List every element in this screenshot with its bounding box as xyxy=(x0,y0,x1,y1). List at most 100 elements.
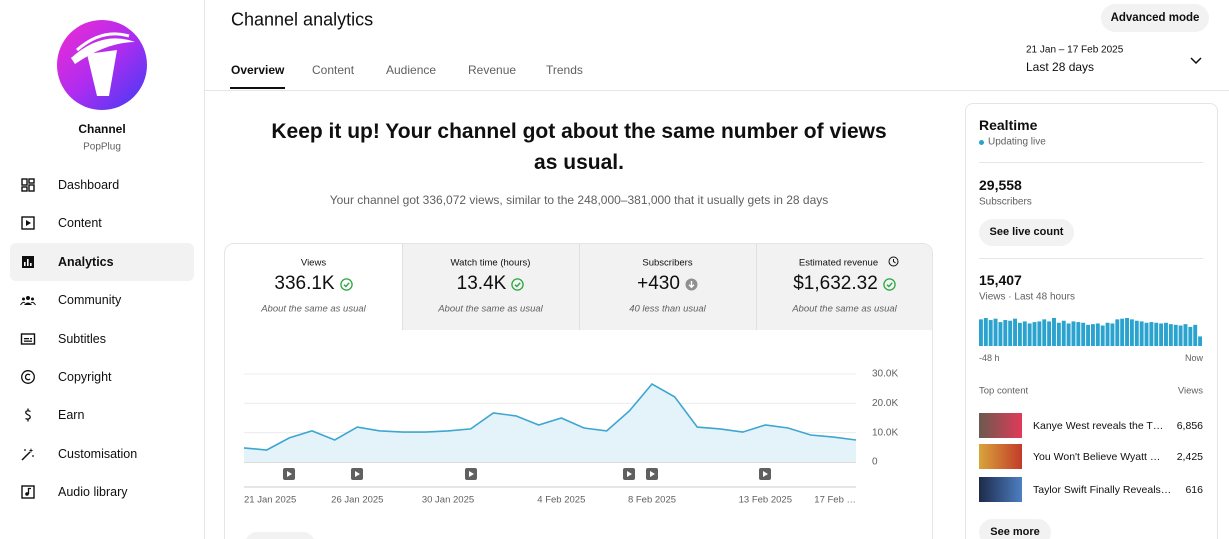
page-title: Channel analytics xyxy=(231,9,374,30)
metric-value: 336.1K xyxy=(274,273,335,294)
bar xyxy=(988,320,993,346)
headline: Keep it up! Your channel got about the s… xyxy=(271,120,887,174)
metric-note: 40 less than usual xyxy=(629,303,706,315)
nav-item[interactable]: Community xyxy=(58,293,122,307)
content-title[interactable]: Kanye West reveals the T… xyxy=(1033,420,1164,432)
advanced-mode-button[interactable]: Advanced mode xyxy=(1101,4,1209,32)
nav-icon xyxy=(25,408,31,422)
sidebar xyxy=(0,0,205,539)
bar xyxy=(1037,321,1042,346)
x-tick-label: 8 Feb 2025 xyxy=(628,495,676,506)
nav-icon xyxy=(21,178,35,192)
x-tick-label: 17 Feb … xyxy=(814,495,856,506)
nav-item[interactable]: Content xyxy=(58,216,102,230)
x-tick-label: 4 Feb 2025 xyxy=(537,495,585,506)
chevron[interactable] xyxy=(1189,56,1203,66)
tab[interactable]: Content xyxy=(312,63,355,77)
live-count-button[interactable]: See live count xyxy=(979,219,1074,246)
more-button[interactable] xyxy=(245,532,315,539)
bar xyxy=(1042,319,1047,346)
realtime-title: Realtime xyxy=(979,117,1038,133)
bar xyxy=(1173,324,1178,346)
metric-cell xyxy=(579,244,757,330)
nav-item[interactable]: Subtitles xyxy=(58,332,106,346)
x-tick-label: 26 Jan 2025 xyxy=(331,495,383,506)
period[interactable]: Last 28 days xyxy=(1026,60,1095,74)
views-count: 15,407 xyxy=(979,272,1022,288)
metric-status-icon xyxy=(339,277,353,291)
content-title[interactable]: You Won't Believe Wyatt … xyxy=(1033,451,1161,463)
tab-underline xyxy=(230,87,285,89)
metric-value: $1,632.32 xyxy=(793,273,878,294)
content-title[interactable]: Taylor Swift Finally Reveals… xyxy=(1033,484,1172,496)
live-dot xyxy=(979,140,984,145)
nav-icon xyxy=(21,448,34,461)
nav-icon xyxy=(21,370,35,384)
metric-value-row: 13.4K xyxy=(402,273,579,295)
bar xyxy=(1164,322,1168,346)
tab[interactable]: Trends xyxy=(546,63,583,77)
bar xyxy=(1076,322,1081,346)
nav-item[interactable]: Analytics xyxy=(58,255,114,269)
bar xyxy=(1008,320,1013,346)
metrics-card: Views 336.1K About the same as usual Watch … xyxy=(224,243,933,539)
y-tick-label: 20.0K xyxy=(872,398,898,409)
bar xyxy=(1134,320,1139,346)
bar xyxy=(1178,325,1183,346)
thumbnail xyxy=(979,477,1022,502)
subscriber-count: 29,558 xyxy=(979,177,1022,193)
bar xyxy=(1129,319,1134,346)
realtime-status: Updating live xyxy=(988,136,1046,148)
bar xyxy=(1061,320,1066,346)
metric-status-icon xyxy=(883,277,896,291)
area xyxy=(244,384,856,462)
metric-note: About the same as usual xyxy=(792,303,897,315)
bar xyxy=(1056,322,1061,346)
nav-item[interactable]: Customisation xyxy=(58,447,138,461)
divider xyxy=(979,258,1203,259)
channel-name: PopPlug xyxy=(83,141,121,153)
metric-label: Watch time (hours) xyxy=(450,257,531,269)
nav-item[interactable]: Copyright xyxy=(58,370,112,384)
bar xyxy=(1052,318,1056,346)
metric-cell xyxy=(402,244,580,330)
tab[interactable]: Overview xyxy=(231,63,285,77)
bar xyxy=(1017,322,1022,346)
bar xyxy=(1032,322,1037,346)
bar xyxy=(1047,321,1052,346)
realtime-start: -48 h xyxy=(979,353,1000,363)
bar xyxy=(1022,321,1027,346)
bar xyxy=(1125,318,1129,346)
metric-label: Estimated revenue xyxy=(798,257,879,269)
metric-value: 13.4K xyxy=(456,273,507,294)
bar xyxy=(1095,323,1100,346)
x-tick-label: 13 Feb 2025 xyxy=(739,495,792,506)
bar xyxy=(1071,321,1076,346)
nav-icon xyxy=(20,296,36,306)
bar xyxy=(1198,336,1203,346)
metric-status-icon xyxy=(685,278,698,290)
metric-status-icon xyxy=(511,277,525,291)
bar xyxy=(979,319,983,346)
tab[interactable]: Revenue xyxy=(468,63,517,77)
bar xyxy=(1003,320,1008,346)
revenue-icon xyxy=(888,256,899,267)
summary-detail: Your channel got 336,072 views, similar … xyxy=(329,193,829,207)
nav-item[interactable]: Earn xyxy=(58,408,85,422)
metric-value: +430 xyxy=(637,273,680,294)
nav-item[interactable]: Audio library xyxy=(58,485,128,499)
line xyxy=(243,382,857,451)
tab[interactable]: Audience xyxy=(386,63,437,77)
nav-item[interactable]: Dashboard xyxy=(58,178,120,192)
bar xyxy=(1144,322,1149,346)
metric-cell xyxy=(756,244,932,330)
realtime-card xyxy=(965,103,1218,539)
bar xyxy=(1115,319,1120,346)
see-more-button[interactable]: See more xyxy=(979,519,1051,539)
views-column: Views xyxy=(1177,385,1203,397)
x-tick-label: 30 Jan 2025 xyxy=(422,495,474,506)
bar xyxy=(1149,322,1154,346)
bar xyxy=(1105,322,1110,346)
channel-label: Channel xyxy=(78,122,126,136)
